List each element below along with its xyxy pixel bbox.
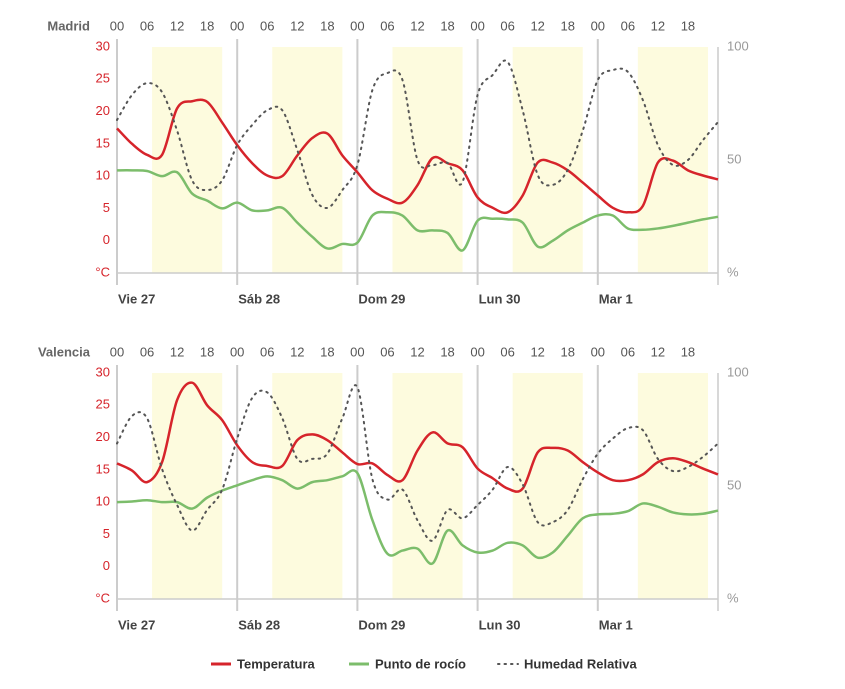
y-tick-label: 10 <box>96 168 110 183</box>
day-label: Lun 30 <box>479 617 521 632</box>
x-tick-label: 06 <box>621 18 635 33</box>
x-tick-label: 18 <box>681 344 695 359</box>
y2-tick-label: 100 <box>727 364 749 379</box>
day-label: Vie 27 <box>118 617 155 632</box>
x-tick-label: 00 <box>470 18 484 33</box>
x-tick-label: 00 <box>591 344 605 359</box>
y2-tick-label: % <box>727 264 739 279</box>
x-tick-label: 18 <box>320 18 334 33</box>
y2-tick-label: % <box>727 590 739 605</box>
x-tick-label: 06 <box>380 18 394 33</box>
x-tick-label: 12 <box>410 344 424 359</box>
legend-label: Punto de rocío <box>375 656 466 671</box>
y2-tick-label: 50 <box>727 151 741 166</box>
y-tick-label: 25 <box>96 397 110 412</box>
x-tick-label: 00 <box>110 344 124 359</box>
x-tick-label: 18 <box>561 18 575 33</box>
x-tick-label: 18 <box>440 18 454 33</box>
x-tick-label: 12 <box>170 344 184 359</box>
y-tick-label: 15 <box>96 135 110 150</box>
day-label: Mar 1 <box>599 617 633 632</box>
day-label: Dom 29 <box>358 617 405 632</box>
x-tick-label: 06 <box>140 344 154 359</box>
daylight-band <box>392 373 463 599</box>
y-tick-label: 0 <box>103 558 110 573</box>
x-tick-label: 18 <box>440 344 454 359</box>
x-tick-label: 12 <box>290 344 304 359</box>
x-tick-label: 12 <box>170 18 184 33</box>
y-tick-label: 5 <box>103 526 110 541</box>
day-label: Sáb 28 <box>238 291 280 306</box>
series-line <box>116 169 719 252</box>
y2-tick-label: 50 <box>727 477 741 492</box>
x-tick-label: 06 <box>260 18 274 33</box>
daylight-band <box>637 373 708 599</box>
x-tick-label: 06 <box>140 18 154 33</box>
day-label: Mar 1 <box>599 291 633 306</box>
x-tick-label: 06 <box>380 344 394 359</box>
x-tick-label: 18 <box>200 344 214 359</box>
x-tick-label: 18 <box>681 18 695 33</box>
x-tick-label: 00 <box>470 344 484 359</box>
y-tick-label: 15 <box>96 461 110 476</box>
legend-label: Temperatura <box>237 656 316 671</box>
daylight-band <box>152 373 223 599</box>
day-label: Sáb 28 <box>238 617 280 632</box>
y-tick-label: 30 <box>96 38 110 53</box>
daylight-band <box>272 373 343 599</box>
chart-title: Madrid <box>47 18 90 33</box>
x-tick-label: 00 <box>350 18 364 33</box>
y2-tick-label: 100 <box>727 38 749 53</box>
x-tick-label: 06 <box>260 344 274 359</box>
x-tick-label: 12 <box>651 344 665 359</box>
x-tick-label: 00 <box>350 344 364 359</box>
x-tick-label: 00 <box>230 344 244 359</box>
day-label: Dom 29 <box>358 291 405 306</box>
x-tick-label: 06 <box>500 344 514 359</box>
x-tick-label: 12 <box>410 18 424 33</box>
x-tick-label: 12 <box>530 344 544 359</box>
day-label: Lun 30 <box>479 291 521 306</box>
x-tick-label: 00 <box>230 18 244 33</box>
x-tick-label: 00 <box>591 18 605 33</box>
x-tick-label: 18 <box>561 344 575 359</box>
y-tick-label: 5 <box>103 200 110 215</box>
x-tick-label: 12 <box>290 18 304 33</box>
day-label: Vie 27 <box>118 291 155 306</box>
daylight-band <box>272 47 343 273</box>
x-tick-label: 00 <box>110 18 124 33</box>
x-tick-label: 18 <box>320 344 334 359</box>
y-tick-label: 30 <box>96 364 110 379</box>
y-tick-label: 25 <box>96 71 110 86</box>
series-line <box>116 59 719 209</box>
series-line <box>116 469 719 566</box>
series-line <box>116 98 719 215</box>
x-tick-label: 18 <box>200 18 214 33</box>
x-tick-label: 12 <box>651 18 665 33</box>
y-tick-label: 20 <box>96 103 110 118</box>
legend-label: Humedad Relativa <box>524 656 637 671</box>
chart-title: Valencia <box>38 344 91 359</box>
y-tick-label: 0 <box>103 232 110 247</box>
series-line <box>116 384 719 542</box>
y-tick-label: 10 <box>96 494 110 509</box>
x-tick-label: 06 <box>621 344 635 359</box>
y-tick-label: °C <box>95 590 110 605</box>
series-line <box>116 381 719 493</box>
x-tick-label: 06 <box>500 18 514 33</box>
daylight-band <box>152 47 223 273</box>
x-tick-label: 12 <box>530 18 544 33</box>
y-tick-label: 20 <box>96 429 110 444</box>
y-tick-label: °C <box>95 264 110 279</box>
